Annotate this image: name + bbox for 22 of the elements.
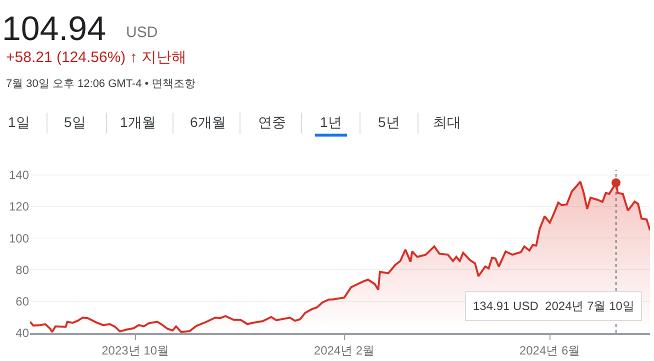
text: 1년 [320, 114, 342, 130]
chart-title: 104.94 [2, 10, 106, 48]
text: +58.21 (124.56%) ↑ 지난해 [6, 49, 187, 66]
annotation: 134.91 USD 2024년 7월 10일 [473, 299, 634, 313]
y-tick-label: 40 [16, 326, 30, 340]
text: USD [126, 24, 158, 41]
text: 5년 [378, 114, 400, 130]
x-tick-label: 2024년 2월 [314, 343, 375, 358]
y-tick-label: 80 [16, 262, 30, 277]
text: 연중 [258, 114, 286, 130]
text: 7월 30일 오후 12:06 GMT-4 • 면책조항 [6, 78, 196, 90]
y-tick-label: 100 [8, 231, 30, 246]
text: 1개월 [120, 114, 156, 130]
text: 최대 [433, 114, 461, 130]
text: 5일 [64, 114, 86, 130]
y-tick-label: 140 [8, 168, 30, 182]
y-tick-label: 60 [16, 294, 30, 309]
text: 6개월 [190, 114, 226, 130]
text: 1일 [8, 114, 30, 130]
x-tick-label: 2024년 6월 [519, 343, 580, 358]
x-tick-label: 2023년 10월 [102, 343, 170, 358]
y-tick-label: 120 [8, 200, 30, 214]
